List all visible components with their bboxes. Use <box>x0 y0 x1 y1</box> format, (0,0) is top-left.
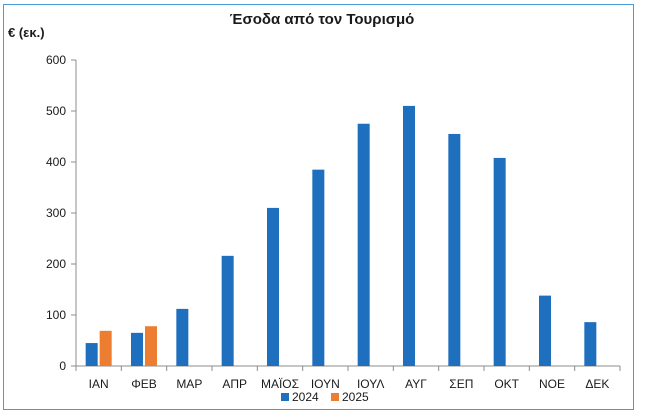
x-tick-label: ΜΑΪΟΣ <box>261 377 299 391</box>
bar-2024-ΦΕΒ <box>131 332 143 366</box>
bar-2024-ΙΟΥΝ <box>312 169 325 366</box>
y-axis-label: € (εκ.) <box>8 25 45 40</box>
bar-2025-ΙΑΝ <box>99 330 112 366</box>
y-tick-label: 600 <box>46 53 66 67</box>
legend-swatch-2024 <box>281 393 289 401</box>
x-tick-label: ΙΑΝ <box>89 377 109 391</box>
x-tick-label: ΑΥΓ <box>405 377 427 391</box>
x-axis: ΙΑΝ ΦΕΒ ΜΑΡ ΑΠΡ ΜΑΪΟΣ ΙΟΥΝ ΙΟΥΛ ΑΥΓ ΣΕΠ ΟΚΤ ΝΟΕ ΔΕΚ <box>75 365 621 391</box>
bar-2024-ΟΚΤ <box>493 157 506 366</box>
y-tick-label: 500 <box>46 104 66 118</box>
y-tick-label: 0 <box>59 359 66 373</box>
bar-2024-ΑΠΡ <box>221 255 234 366</box>
bar-2024-ΙΟΥΛ <box>357 123 370 366</box>
legend-label: 2024 <box>292 390 319 404</box>
legend-swatch-2025 <box>331 393 339 401</box>
y-tick-label: 200 <box>46 257 66 271</box>
y-tick-label: 400 <box>46 155 66 169</box>
bar-2024-ΙΑΝ <box>85 343 98 366</box>
legend: 2024 2025 <box>281 390 369 404</box>
x-tick-label: ΙΟΥΛ <box>357 377 384 391</box>
bar-2024-ΑΥΓ <box>403 105 415 367</box>
bar-2024-ΜΑΪΟΣ <box>267 207 279 366</box>
bars <box>85 105 597 367</box>
x-tick-label: ΜΑΡ <box>176 377 202 391</box>
y-axis: 0 100 200 300 400 500 600 <box>46 53 77 373</box>
bar-2024-ΔΕΚ <box>584 322 597 366</box>
x-tick-label: ΙΟΥΝ <box>311 377 340 391</box>
x-tick-label: ΑΠΡ <box>222 377 247 391</box>
bar-2025-ΦΕΒ <box>145 326 157 366</box>
x-tick-label: ΣΕΠ <box>449 377 473 391</box>
x-tick-label: ΟΚΤ <box>494 377 519 391</box>
x-tick-label: ΝΟΕ <box>539 377 565 391</box>
y-tick-label: 300 <box>46 206 66 220</box>
bar-2024-ΣΕΠ <box>448 133 461 366</box>
x-tick-label: ΦΕΒ <box>131 377 157 391</box>
chart-title: Έσοδα από τον Τουρισμό <box>230 11 415 28</box>
bar-2024-ΜΑΡ <box>176 308 189 366</box>
x-tick-label: ΔΕΚ <box>585 377 609 391</box>
y-tick-label: 100 <box>46 308 66 322</box>
legend-label: 2025 <box>342 390 369 404</box>
bar-2024-ΝΟΕ <box>539 295 551 366</box>
